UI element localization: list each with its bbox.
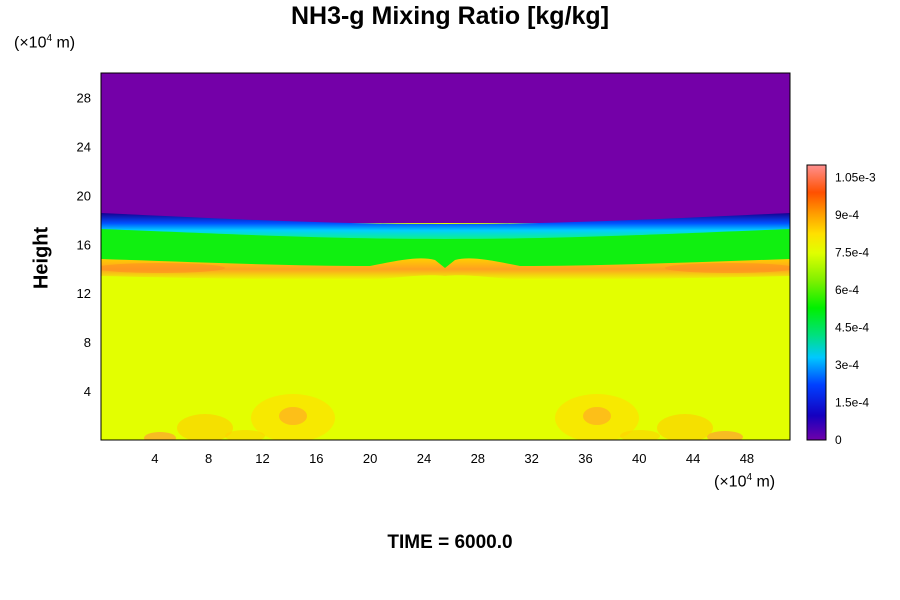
eddy-6 bbox=[707, 431, 743, 440]
colorbar bbox=[806, 164, 827, 441]
eddy-5 bbox=[144, 432, 176, 440]
band-hotspot-right bbox=[665, 263, 790, 273]
y-axis-label: Height bbox=[30, 226, 53, 290]
x-tick-label: 24 bbox=[417, 451, 431, 466]
x-tick-label: 28 bbox=[471, 451, 485, 466]
surface-eddies bbox=[144, 394, 743, 440]
y-tick-label: 20 bbox=[77, 188, 91, 203]
chart-title: NH3-g Mixing Ratio [kg/kg] bbox=[290, 2, 610, 30]
x-tick-label: 36 bbox=[578, 451, 592, 466]
transition-layer bbox=[101, 213, 790, 242]
colorbar-tick-label: 6e-4 bbox=[835, 283, 859, 297]
eddy-4 bbox=[657, 414, 713, 440]
eddy-2-core bbox=[583, 407, 611, 425]
x-tick-label: 12 bbox=[255, 451, 269, 466]
x-tick-label: 48 bbox=[740, 451, 754, 466]
x-tick-label: 40 bbox=[632, 451, 646, 466]
colorbar-tick-label: 3e-4 bbox=[835, 358, 859, 372]
x-tick-label: 16 bbox=[309, 451, 323, 466]
colorbar-tick-label: 9e-4 bbox=[835, 208, 859, 222]
y-tick-label: 8 bbox=[84, 335, 91, 350]
x-tick-label: 32 bbox=[524, 451, 538, 466]
y-tick-labels: 4 8 12 16 20 24 28 bbox=[77, 90, 91, 399]
colorbar-ticks: 0 1.5e-4 3e-4 4.5e-4 6e-4 7.5e-4 9e-4 1.05e-3 bbox=[835, 171, 876, 448]
colorbar-tick-label: 1.05e-3 bbox=[835, 171, 876, 185]
enhanced-band bbox=[101, 258, 790, 280]
time-label: TIME = 6000.0 bbox=[387, 532, 513, 553]
y-tick-label: 4 bbox=[84, 384, 91, 399]
x-tick-label: 44 bbox=[686, 451, 700, 466]
y-tick-label: 12 bbox=[77, 286, 91, 301]
colorbar-tick-label: 1.5e-4 bbox=[835, 396, 869, 410]
y-tick-label: 28 bbox=[77, 90, 91, 105]
colorbar-tick-label: 4.5e-4 bbox=[835, 321, 869, 335]
x-tick-label: 8 bbox=[205, 451, 212, 466]
band-hotspot-left bbox=[101, 263, 225, 273]
eddy-8 bbox=[620, 430, 660, 440]
plot-frame bbox=[100, 72, 791, 441]
eddy-1-core bbox=[279, 407, 307, 425]
middle-layer bbox=[101, 229, 790, 270]
y-tick-label: 16 bbox=[77, 237, 91, 252]
x-tick-labels: 4 8 12 16 20 24 28 32 36 40 44 48 bbox=[151, 451, 754, 466]
x-tick-label: 4 bbox=[151, 451, 158, 466]
x-tick-label: 20 bbox=[363, 451, 377, 466]
heatmap-field bbox=[101, 73, 790, 440]
x-unit-label: (×104 m) bbox=[714, 472, 776, 491]
eddy-3 bbox=[177, 414, 233, 440]
eddy-7 bbox=[225, 430, 265, 440]
y-tick-label: 24 bbox=[77, 139, 91, 154]
upper-layer bbox=[101, 73, 790, 223]
y-unit-label: (×104 m) bbox=[14, 33, 76, 52]
colorbar-tick-label: 7.5e-4 bbox=[835, 246, 869, 260]
colorbar-tick-label: 0 bbox=[835, 433, 842, 447]
